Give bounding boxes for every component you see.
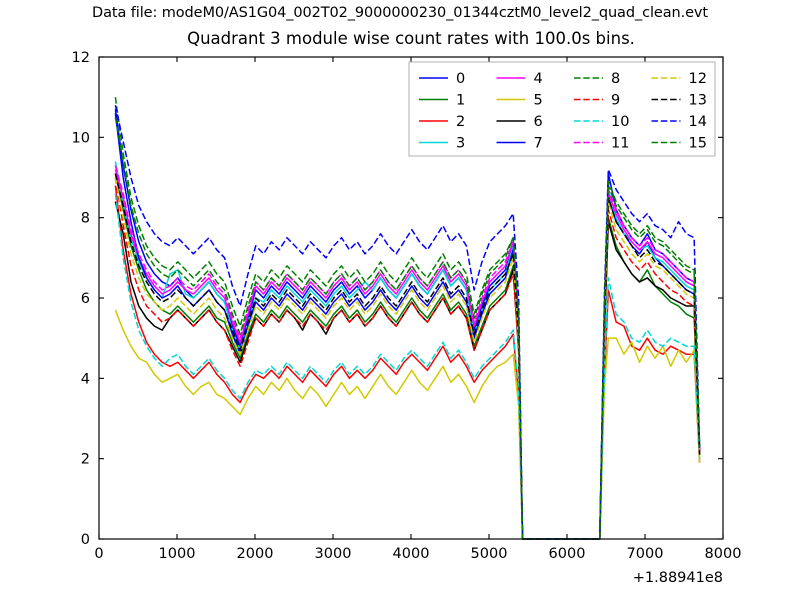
series-line-13 bbox=[114, 173, 701, 540]
series-line-15 bbox=[114, 117, 701, 540]
series-line-3 bbox=[114, 161, 701, 540]
x-axis-offset-label: +1.88941e8 bbox=[633, 570, 723, 586]
x-tick-label: 0 bbox=[94, 546, 103, 562]
legend-label-12[interactable]: 12 bbox=[689, 71, 707, 87]
legend-label-9[interactable]: 9 bbox=[611, 93, 620, 109]
legend-label-6[interactable]: 6 bbox=[534, 114, 543, 130]
x-tick-label: 4000 bbox=[393, 546, 430, 562]
x-tick-label: 6000 bbox=[549, 546, 586, 562]
x-tick-label: 8000 bbox=[705, 546, 742, 562]
legend-label-4[interactable]: 4 bbox=[534, 71, 543, 87]
y-tick-label: 2 bbox=[81, 452, 90, 468]
legend-label-13[interactable]: 13 bbox=[689, 93, 707, 109]
legend-label-8[interactable]: 8 bbox=[611, 71, 620, 87]
data-series-layer bbox=[114, 97, 701, 540]
axes-layer: 0 1000 2000 3000 4000 5000 6000 7000 80000246810… bbox=[72, 50, 742, 586]
y-tick-label: 6 bbox=[81, 291, 90, 307]
legend-label-2[interactable]: 2 bbox=[456, 114, 465, 130]
legend-label-11[interactable]: 11 bbox=[611, 136, 629, 152]
x-tick-label: 5000 bbox=[471, 546, 508, 562]
legend-label-7[interactable]: 7 bbox=[534, 136, 543, 152]
legend-label-14[interactable]: 14 bbox=[689, 114, 707, 130]
y-tick-label: 0 bbox=[81, 532, 90, 548]
y-tick-label: 10 bbox=[72, 130, 90, 146]
legend-label-15[interactable]: 15 bbox=[689, 136, 707, 152]
series-line-8 bbox=[114, 97, 701, 540]
series-line-6 bbox=[114, 201, 701, 540]
series-line-0 bbox=[114, 109, 701, 540]
datafile-caption: Data file: modeM0/AS1G04_002T02_90000002… bbox=[92, 5, 708, 21]
legend-label-10[interactable]: 10 bbox=[611, 114, 629, 130]
series-line-7 bbox=[114, 113, 701, 540]
series-line-1 bbox=[114, 173, 701, 540]
series-line-10 bbox=[114, 193, 701, 540]
legend-label-5[interactable]: 5 bbox=[534, 93, 543, 109]
series-line-14 bbox=[114, 105, 701, 540]
legend-label-3[interactable]: 3 bbox=[456, 136, 465, 152]
y-tick-label: 4 bbox=[81, 371, 90, 387]
series-line-2 bbox=[114, 185, 701, 540]
x-tick-label: 1000 bbox=[159, 546, 196, 562]
legend-box bbox=[408, 61, 716, 157]
x-tick-label: 7000 bbox=[627, 546, 664, 562]
x-tick-label: 2000 bbox=[237, 546, 274, 562]
legend-label-0[interactable]: 0 bbox=[456, 71, 465, 87]
series-line-12 bbox=[114, 177, 701, 540]
legend-label-1[interactable]: 1 bbox=[456, 93, 465, 109]
series-line-9 bbox=[114, 177, 701, 540]
x-tick-label: 3000 bbox=[315, 546, 352, 562]
y-tick-label: 8 bbox=[81, 211, 90, 227]
y-tick-label: 12 bbox=[72, 50, 90, 66]
chart-title: Quadrant 3 module wise count rates with … bbox=[187, 29, 635, 48]
series-line-5 bbox=[114, 309, 701, 540]
